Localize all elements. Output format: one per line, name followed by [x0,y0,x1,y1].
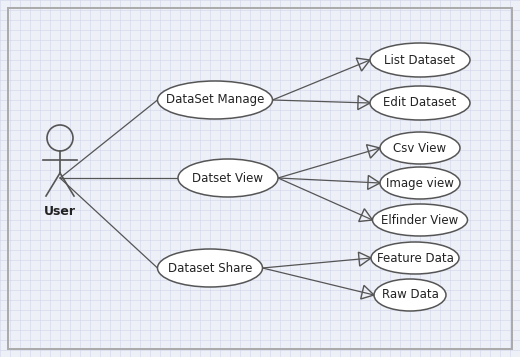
Text: User: User [44,205,76,218]
Ellipse shape [178,159,278,197]
Ellipse shape [380,132,460,164]
Text: Csv View: Csv View [394,141,447,155]
Text: Feature Data: Feature Data [376,251,453,265]
Ellipse shape [370,43,470,77]
Text: Edit Dataset: Edit Dataset [383,96,457,110]
Text: Raw Data: Raw Data [382,288,438,302]
Ellipse shape [371,242,459,274]
Text: Image view: Image view [386,176,454,190]
Ellipse shape [372,204,467,236]
Ellipse shape [374,279,446,311]
Text: Dataset Share: Dataset Share [168,261,252,275]
Text: DataSet Manage: DataSet Manage [166,94,264,106]
Ellipse shape [370,86,470,120]
Ellipse shape [380,167,460,199]
Ellipse shape [158,81,272,119]
Text: List Dataset: List Dataset [384,54,456,66]
Text: Datset View: Datset View [192,171,264,185]
Ellipse shape [158,249,263,287]
Text: Elfinder View: Elfinder View [381,213,459,226]
